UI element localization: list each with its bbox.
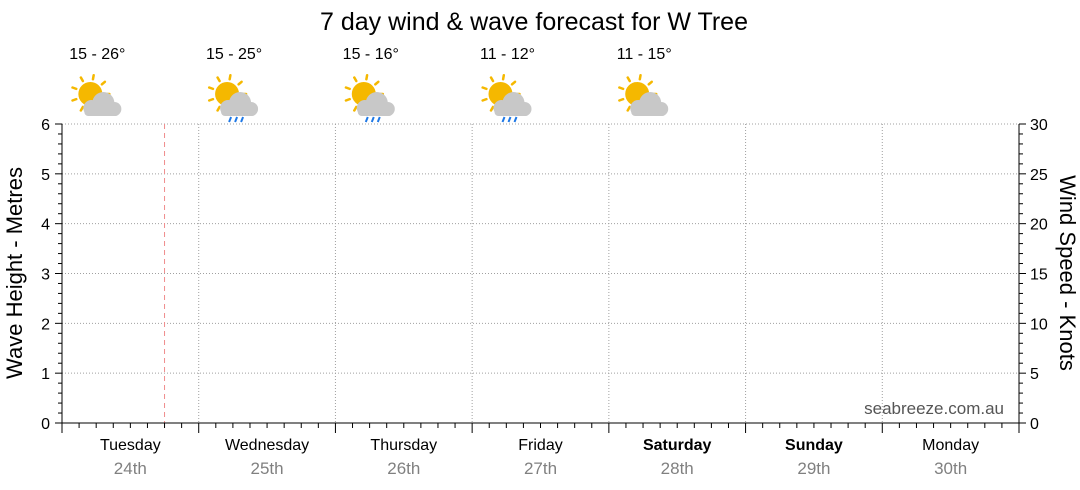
- left-tick-label: 6: [41, 117, 50, 134]
- day-label: Saturday: [643, 437, 712, 454]
- right-tick-label: 30: [1030, 117, 1048, 134]
- cloud-base: [221, 107, 257, 116]
- chart-title: 7 day wind & wave forecast for W Tree: [320, 8, 748, 36]
- sun-ray: [626, 76, 631, 83]
- sun-ray: [207, 97, 215, 102]
- right-axis-title: Wind Speed - Knots: [1055, 175, 1080, 371]
- date-label: 26th: [387, 459, 420, 478]
- sun-ray: [374, 80, 380, 86]
- sun-ray: [100, 80, 107, 86]
- right-tick-label: 5: [1030, 366, 1039, 383]
- temperature-label: 15 - 26°: [69, 46, 125, 63]
- right-tick-label: 25: [1030, 167, 1048, 184]
- rain-drop: [501, 116, 506, 123]
- sun-ray: [79, 76, 85, 83]
- left-tick-label: 3: [41, 267, 50, 284]
- sun-ray: [365, 74, 369, 81]
- day-label: Tuesday: [100, 437, 161, 454]
- rain-drop: [513, 116, 518, 123]
- sun-ray: [481, 97, 488, 102]
- grid-layer: [62, 123, 1019, 423]
- temperature-label: 11 - 15°: [617, 46, 672, 63]
- rain-drop: [364, 116, 369, 123]
- date-label: 30th: [934, 459, 967, 478]
- sun-ray: [481, 86, 488, 91]
- sun-ray: [344, 97, 351, 102]
- rain-drop: [376, 116, 381, 123]
- sun-ray: [626, 105, 631, 112]
- sun-ray: [91, 74, 95, 81]
- sun-ray: [618, 97, 625, 102]
- cloud-base: [494, 107, 530, 116]
- sun-ray: [647, 80, 654, 86]
- axes-layer: 0 1 2 3 4 5 6 0 5 10 15 20 25 30: [41, 117, 1048, 433]
- sun-ray: [207, 86, 215, 91]
- right-tick-label: 10: [1030, 316, 1048, 333]
- sun-ray: [71, 86, 78, 91]
- partly-cloudy-icon: [71, 74, 122, 116]
- sun-ray: [237, 80, 243, 86]
- day-label: Sunday: [785, 437, 843, 454]
- temperature-label: 11 - 12°: [480, 46, 535, 63]
- sun-ray: [638, 74, 642, 81]
- watermark-text: seabreeze.com.au: [864, 399, 1004, 418]
- rain-drop: [228, 116, 232, 123]
- sun-ray: [71, 97, 78, 102]
- temperature-label: 15 - 16°: [343, 46, 399, 63]
- right-tick-label: 20: [1030, 217, 1048, 234]
- rain-drop: [234, 116, 238, 123]
- sun-ray: [353, 105, 358, 112]
- day-label: Wednesday: [225, 437, 309, 454]
- sun-ray: [216, 76, 221, 83]
- rain-drop: [240, 116, 244, 123]
- left-tick-label: 1: [41, 366, 50, 383]
- sun-ray: [618, 86, 625, 91]
- sun-cloud-rain-icon: [344, 74, 395, 123]
- date-label: 28th: [661, 459, 694, 478]
- sun-ray: [79, 105, 85, 112]
- sun-ray: [353, 76, 358, 83]
- right-tick-label: 15: [1030, 267, 1048, 284]
- left-tick-label: 5: [41, 167, 50, 184]
- right-tick-label: 0: [1030, 416, 1039, 433]
- left-tick-label: 0: [41, 416, 50, 433]
- cloud-base: [84, 107, 120, 116]
- sun-ray: [510, 80, 517, 86]
- sun-ray: [501, 74, 506, 81]
- sun-cloud-rain-icon: [207, 74, 259, 123]
- rain-drop: [370, 116, 375, 123]
- date-label: 25th: [251, 459, 284, 478]
- sun-cloud-rain-icon: [481, 74, 532, 123]
- rain-drop: [507, 116, 512, 123]
- day-label: Thursday: [370, 437, 437, 454]
- temperature-label: 15 - 25°: [206, 46, 262, 63]
- sun-ray: [228, 74, 232, 81]
- sun-ray: [489, 76, 495, 83]
- date-label: 24th: [114, 459, 147, 478]
- days-layer: Tuesday 24th Wednesday 25th Thursday 26th Frid…: [100, 437, 979, 478]
- sun-ray: [344, 86, 351, 91]
- day-label: Friday: [518, 437, 562, 454]
- left-tick-label: 4: [41, 217, 50, 234]
- left-axis-title: Wave Height - Metres: [2, 167, 27, 379]
- sun-ray: [489, 105, 495, 112]
- weather-layer: 15 - 26° 15 - 25° 15 - 16° 11 - 12° 11 - 15°: [69, 46, 672, 123]
- sun-ray: [216, 105, 221, 112]
- day-label: Monday: [922, 437, 979, 454]
- left-tick-label: 2: [41, 316, 50, 333]
- date-label: 29th: [797, 459, 830, 478]
- partly-cloudy-icon: [618, 74, 669, 116]
- date-label: 27th: [524, 459, 557, 478]
- cloud-base: [357, 107, 393, 116]
- cloud-base: [631, 107, 667, 116]
